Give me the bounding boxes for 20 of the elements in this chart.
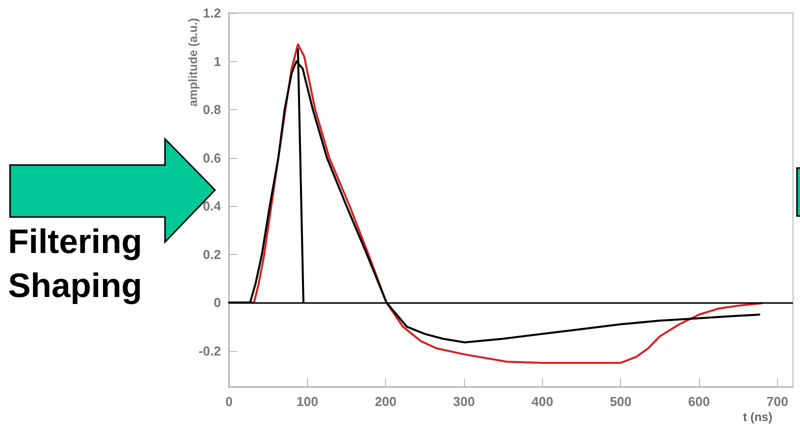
x-tick-label: 0	[225, 394, 233, 409]
x-tick-label: 500	[610, 394, 632, 409]
x-tick-label: 400	[531, 394, 554, 409]
y-tick-label: 0.4	[202, 198, 222, 214]
x-tick-label: 300	[453, 394, 475, 409]
x-tick-label: 100	[296, 394, 318, 409]
y-tick-label: 1.2	[202, 6, 221, 20]
y-tick-label: -0.2	[198, 343, 221, 358]
x-tick-label: 600	[688, 394, 710, 409]
text: Shaping	[8, 266, 142, 306]
x-tick-label: 200	[374, 394, 397, 409]
y-tick-label: 0.8	[202, 102, 221, 118]
y-axis-title: amplitude (a.u.)	[186, 18, 200, 107]
y-tick-label: 1	[214, 54, 221, 69]
y-tick-label: 0.6	[202, 150, 221, 166]
y-tick-label: 0	[214, 295, 221, 310]
x-tick-label: 700	[766, 394, 788, 409]
text: Filtering	[8, 222, 142, 262]
x-axis-title: t (ns)	[743, 410, 772, 424]
y-tick-label: 0.2	[202, 246, 221, 262]
